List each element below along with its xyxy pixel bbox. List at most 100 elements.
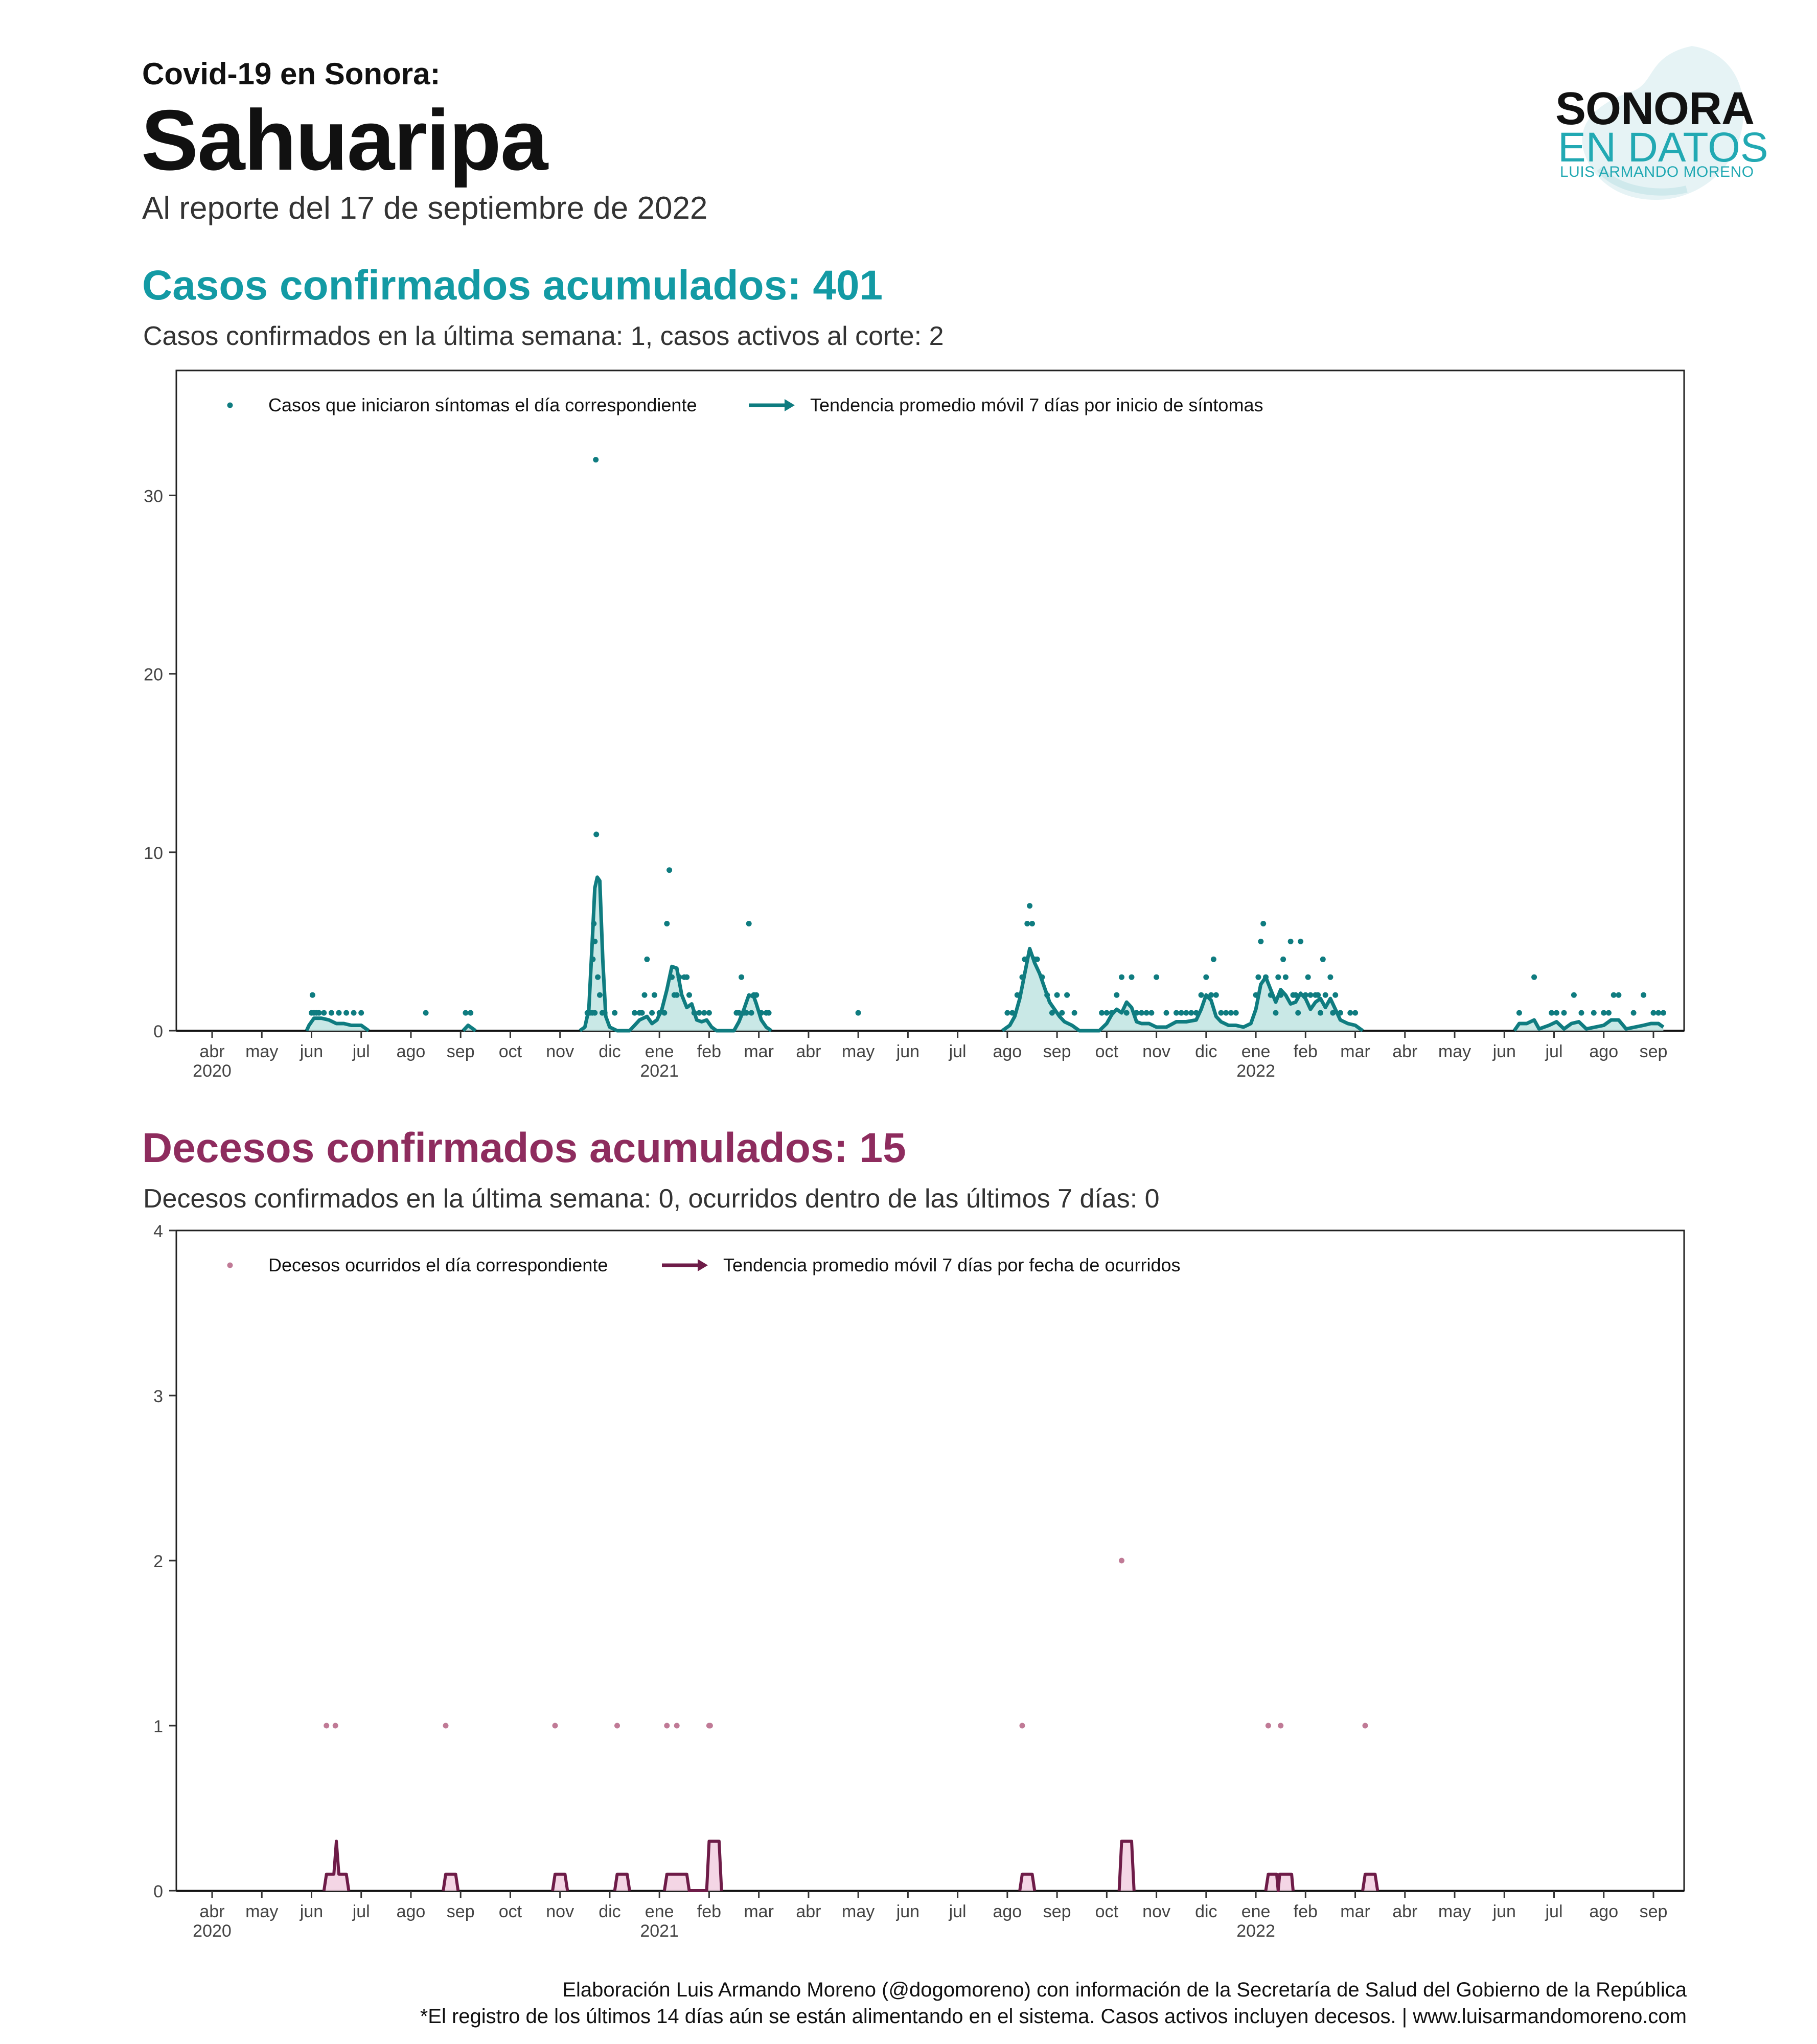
- cases-data-point: [641, 992, 648, 998]
- cases-data-point: [1307, 992, 1314, 998]
- cases-data-point: [1019, 974, 1025, 980]
- deaths-x-year-label: 2020: [193, 1921, 232, 1941]
- cases-data-point: [336, 1010, 342, 1016]
- cases-data-point: [666, 867, 673, 873]
- deaths-x-tick-label: sep: [1640, 1902, 1668, 1921]
- cases-data-point: [591, 921, 597, 926]
- cases-data-point: [684, 974, 690, 980]
- cases-data-point: [739, 974, 745, 980]
- cases-x-tick-label: jul: [1545, 1042, 1563, 1061]
- cases-data-point: [1253, 992, 1259, 998]
- cases-x-tick-label: sep: [1043, 1042, 1071, 1061]
- cases-data-point: [1210, 956, 1216, 962]
- cases-data-point: [1260, 921, 1267, 926]
- deaths-plot-frame: [175, 1229, 1685, 1892]
- deaths-x-tick-label: mar: [744, 1902, 774, 1921]
- cases-data-point: [1611, 992, 1617, 998]
- cases-legend-line-label: Tendencia promedio móvil 7 días por inic…: [810, 394, 1263, 415]
- cases-data-point: [343, 1010, 350, 1016]
- cases-data-point: [595, 974, 601, 980]
- cases-legend-arrow-icon: [785, 399, 795, 411]
- cases-x-tick-label: sep: [447, 1042, 475, 1061]
- cases-x-tick-label: oct: [1095, 1042, 1119, 1061]
- cases-data-point: [1188, 1010, 1194, 1016]
- deaths-x-tick-label: oct: [499, 1902, 522, 1921]
- kicker-title: Covid-19 en Sonora:: [142, 57, 441, 91]
- cases-data-point: [1606, 1010, 1612, 1016]
- deaths-plot: 0 1 2 3 4 abr may jun jul ago sep oct nov dic ene feb ma…: [153, 1222, 1685, 1941]
- cases-x-year-label: 2022: [1236, 1061, 1275, 1081]
- deaths-data-point: [332, 1723, 338, 1729]
- cases-x-tick-label: ene: [1241, 1042, 1271, 1061]
- deaths-x-tick-label: ene: [1241, 1902, 1271, 1921]
- cases-x-tick-label: ago: [1589, 1042, 1618, 1061]
- cases-data-point: [1174, 1010, 1179, 1016]
- cases-data-point: [309, 992, 315, 998]
- deaths-y-tick-label: 0: [153, 1882, 163, 1901]
- cases-data-point: [1352, 1010, 1359, 1016]
- cases-data-point: [1109, 1010, 1115, 1016]
- cases-data-point: [1337, 1010, 1343, 1016]
- cases-data-point: [1103, 1010, 1110, 1016]
- cases-data-point: [1571, 992, 1577, 998]
- deaths-x-tick-label: jul: [949, 1902, 967, 1921]
- cases-data-point: [1516, 1010, 1522, 1016]
- cases-data-point: [1134, 1010, 1140, 1016]
- cases-x-tick-label: mar: [744, 1042, 774, 1061]
- cases-data-point: [1233, 1010, 1239, 1016]
- cases-data-point: [589, 1010, 595, 1016]
- cases-data-point: [1263, 974, 1269, 980]
- cases-subtitle: Casos confirmados en la última semana: 1…: [143, 321, 944, 351]
- cases-data-point: [1049, 1010, 1055, 1016]
- deaths-x-tick-label: dic: [1195, 1902, 1217, 1921]
- cases-data-point: [674, 992, 680, 998]
- cases-data-point: [1213, 992, 1219, 998]
- deaths-x-tick-label: nov: [1142, 1902, 1170, 1921]
- cases-trend-area: [306, 877, 1664, 1031]
- cases-data-point: [1280, 956, 1286, 962]
- cases-data-point: [1302, 992, 1308, 998]
- deaths-x-tick-label: oct: [1095, 1902, 1119, 1921]
- cases-data-point: [351, 1010, 357, 1016]
- cases-data-point: [1332, 992, 1339, 998]
- cases-data-point: [1601, 1010, 1607, 1016]
- cases-x-tick-label: dic: [599, 1042, 620, 1061]
- deaths-x-tick-label: may: [842, 1902, 875, 1921]
- deaths-data-point: [1019, 1723, 1025, 1729]
- cases-data-point: [706, 1010, 712, 1016]
- deaths-y-tick-label: 1: [153, 1717, 163, 1736]
- cases-x-tick-label: may: [1438, 1042, 1471, 1061]
- cases-data-point: [1228, 1010, 1234, 1016]
- cases-x-tick-label: feb: [1294, 1042, 1318, 1061]
- cases-x-year-label: 2021: [640, 1061, 679, 1081]
- cases-x-year-label: 2020: [193, 1061, 232, 1081]
- cases-data-point: [1024, 921, 1030, 926]
- deaths-x-tick-label: jun: [300, 1902, 323, 1921]
- cases-data-point: [1531, 974, 1537, 980]
- cases-data-point: [1004, 1010, 1010, 1016]
- cases-data-point: [1293, 992, 1299, 998]
- cases-data-point: [676, 974, 682, 980]
- deaths-x-tick-label: abr: [796, 1902, 821, 1921]
- cases-data-point: [691, 1010, 697, 1016]
- cases-data-point: [644, 956, 650, 962]
- cases-data-point: [1198, 992, 1204, 998]
- cases-data-point: [602, 1010, 608, 1016]
- deaths-x-tick-label: ago: [993, 1902, 1022, 1921]
- cases-data-point: [593, 457, 599, 463]
- cases-title: Casos confirmados acumulados: 401: [142, 262, 883, 309]
- cases-data-point: [746, 921, 752, 926]
- cases-data-point: [1071, 1010, 1077, 1016]
- cases-data-point: [1138, 1010, 1144, 1016]
- cases-data-point: [1275, 974, 1281, 980]
- deaths-legend-points-label: Decesos ocurridos el día correspondiente: [268, 1255, 608, 1275]
- cases-data-point: [1318, 1010, 1323, 1016]
- deaths-x-tick-label: jun: [1492, 1902, 1516, 1921]
- deaths-x-tick-label: may: [1438, 1902, 1471, 1921]
- cases-legend-point-icon: [227, 402, 233, 408]
- deaths-data-point: [443, 1723, 449, 1729]
- cases-data-point: [1034, 956, 1040, 962]
- cases-data-point: [1044, 992, 1050, 998]
- cases-data-point: [1027, 903, 1033, 909]
